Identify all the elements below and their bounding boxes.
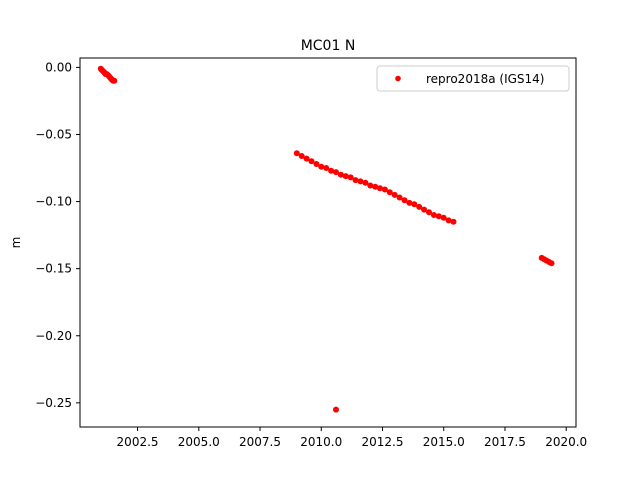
data-point	[303, 155, 310, 162]
data-point	[308, 158, 315, 165]
data-point	[313, 161, 320, 167]
data-point	[372, 183, 379, 190]
data-point	[548, 260, 555, 267]
data-point	[337, 171, 344, 178]
data-point	[430, 212, 437, 218]
data-point	[318, 163, 325, 170]
y-axis-label: m	[9, 237, 23, 249]
x-tick-label: 2015.0	[423, 435, 465, 449]
legend-label: repro2018a (IGS14)	[426, 72, 544, 86]
data-point	[328, 167, 335, 174]
data-point	[293, 150, 300, 157]
x-tick-label: 2020.0	[545, 435, 587, 449]
data-point	[367, 182, 374, 189]
x-tick-label: 2017.5	[484, 435, 526, 449]
data-point	[323, 165, 330, 171]
data-point	[381, 186, 388, 193]
data-point	[333, 169, 339, 176]
data-point	[347, 174, 354, 181]
y-tick-label: −0.20	[35, 329, 72, 343]
legend: repro2018a (IGS14)	[376, 65, 570, 92]
legend-box	[376, 65, 570, 92]
data-point	[445, 217, 452, 224]
y-tick-label: −0.25	[35, 396, 72, 410]
data-points	[97, 65, 555, 413]
data-point	[342, 173, 349, 180]
data-point	[377, 185, 383, 192]
data-point	[386, 189, 393, 196]
x-tick-label: 2010.0	[300, 435, 342, 449]
data-point	[357, 178, 364, 185]
y-tick-label: −0.15	[35, 262, 72, 276]
data-point	[450, 218, 457, 225]
data-point	[435, 213, 442, 220]
data-point	[391, 191, 398, 198]
x-tick-label: 2007.5	[239, 435, 281, 449]
data-point	[421, 206, 428, 213]
y-axis: 0.00 −0.05 −0.10 −0.15 −0.20 −0.25	[35, 60, 80, 410]
x-tick-label: 2005.0	[178, 435, 220, 449]
y-tick-label: −0.10	[35, 195, 72, 209]
data-point	[416, 203, 423, 210]
data-point	[406, 199, 413, 206]
chart-title: MC01 N	[301, 38, 356, 54]
data-point	[440, 214, 447, 221]
plot-frame	[79, 57, 577, 428]
data-point	[298, 153, 305, 159]
data-point	[411, 201, 418, 208]
data-point	[396, 194, 403, 201]
data-point	[333, 406, 339, 413]
y-tick-label: −0.05	[35, 127, 72, 141]
legend-marker	[395, 75, 401, 82]
y-tick-label: 0.00	[45, 60, 72, 74]
data-point	[401, 197, 408, 204]
data-point	[362, 179, 369, 186]
x-tick-label: 2002.5	[117, 435, 159, 449]
x-axis: 2002.5 2005.0 2007.5 2010.0 2012.5 2015.0 2017…	[117, 427, 587, 449]
data-point	[352, 177, 359, 184]
x-tick-label: 2012.5	[361, 435, 403, 449]
data-point	[426, 209, 432, 216]
data-point	[111, 77, 118, 84]
